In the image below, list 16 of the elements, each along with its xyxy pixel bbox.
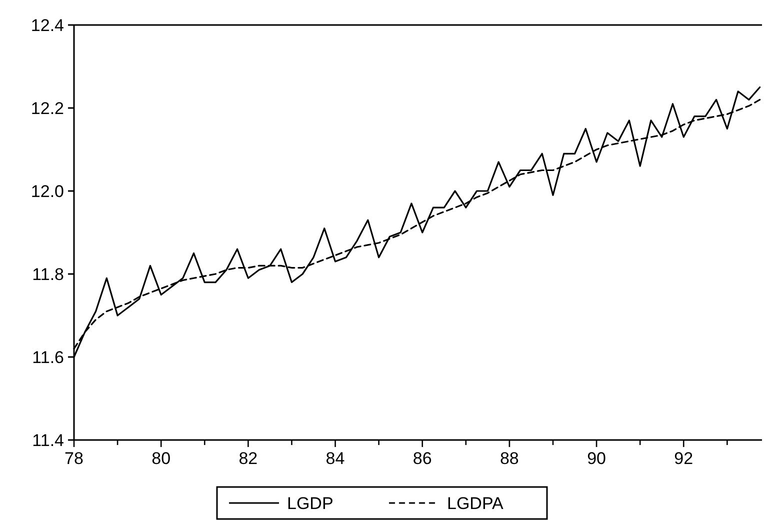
y-tick-label: 11.8 [32, 264, 64, 284]
y-tick-label: 11.4 [32, 430, 64, 450]
y-tick-label: 12.4 [30, 16, 64, 35]
legend-label: LGDP [287, 494, 334, 513]
y-tick-label: 12.0 [30, 182, 64, 201]
x-tick-label: 84 [326, 449, 345, 468]
y-tick-label: 12.2 [30, 98, 64, 118]
y-tick-label: 11.6 [32, 348, 64, 367]
x-tick-label: 82 [238, 449, 258, 468]
x-tick-label: 88 [500, 449, 519, 468]
x-tick-label: 92 [674, 449, 694, 468]
x-tick-label: 78 [64, 449, 84, 468]
x-tick-label: 90 [587, 449, 606, 468]
x-tick-label: 80 [152, 449, 171, 468]
x-tick-label: 86 [412, 449, 432, 468]
legend-label: LGDPA [447, 494, 504, 513]
